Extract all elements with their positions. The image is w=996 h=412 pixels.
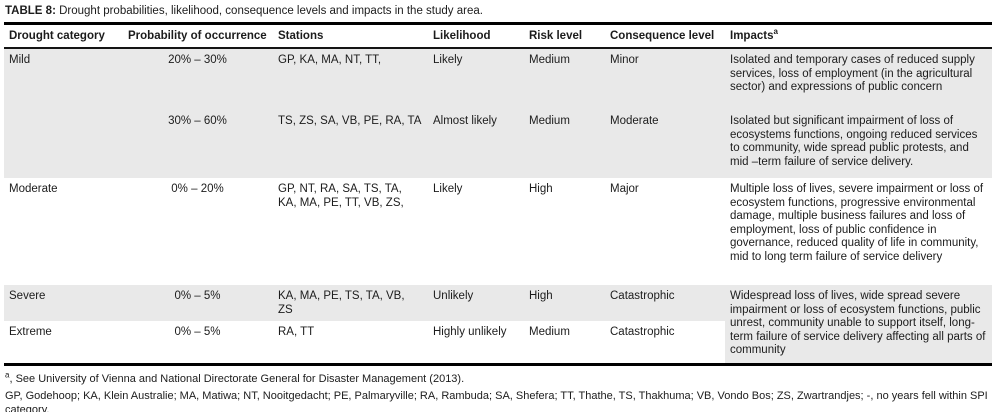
header-impacts-label: Impacts bbox=[730, 30, 774, 42]
cell-stations: TS, ZS, SA, VB, PE, RA, TA bbox=[273, 110, 428, 178]
table-title: TABLE 8: Drought probabilities, likeliho… bbox=[4, 0, 992, 22]
cell-risk: Medium bbox=[524, 110, 605, 178]
cell-stations: GP, KA, MA, NT, TT, bbox=[273, 48, 428, 110]
cell-category bbox=[4, 110, 123, 178]
table-title-label: TABLE 8: bbox=[5, 5, 56, 17]
cell-stations: GP, NT, RA, SA, TS, TA, KA, MA, PE, TT, … bbox=[278, 183, 404, 209]
table-row-severe: Severe 0% – 5% KA, MA, PE, TS, TA, VB, Z… bbox=[4, 285, 992, 364]
cell-impacts-merged: Widespread loss of lives, wide spread se… bbox=[725, 285, 992, 364]
header-probability: Probability of occurrence bbox=[123, 23, 273, 49]
cell-probability: 0% – 5% bbox=[174, 326, 221, 338]
cell-risk: High bbox=[529, 183, 553, 195]
drought-table: Drought category Probability of occurren… bbox=[4, 22, 992, 366]
cell-category: Moderate bbox=[9, 183, 58, 195]
cell-probability: 30% – 60% bbox=[123, 110, 273, 178]
cell-category: Mild bbox=[4, 48, 123, 110]
header-drought-category: Drought category bbox=[4, 23, 123, 49]
cell-stations: KA, MA, PE, TS, TA, VB, ZS bbox=[273, 285, 428, 321]
header-impacts-superscript: a bbox=[773, 27, 778, 37]
cell-impacts: Isolated and temporary cases of reduced … bbox=[725, 48, 992, 110]
cell-probability: 20% – 30% bbox=[123, 48, 273, 110]
footnote-a-marker: a bbox=[5, 369, 10, 379]
table-row-moderate: Moderate 0% – 20% GP, NT, RA, SA, TS, TA… bbox=[4, 178, 992, 285]
cell-consequence: Moderate bbox=[605, 110, 725, 178]
header-likelihood: Likelihood bbox=[428, 23, 524, 49]
header-risk-level: Risk level bbox=[524, 23, 605, 49]
header-stations: Stations bbox=[273, 23, 428, 49]
table-header: Drought category Probability of occurren… bbox=[4, 23, 992, 49]
cell-consequence: Major bbox=[610, 183, 639, 195]
cell-likelihood: Likely bbox=[428, 48, 524, 110]
header-impacts: Impactsa bbox=[725, 23, 992, 49]
cell-impacts: Isolated but significant impairment of l… bbox=[725, 110, 992, 178]
cell-stations: RA, TT bbox=[278, 326, 315, 338]
cell-consequence: Minor bbox=[605, 48, 725, 110]
cell-risk: High bbox=[524, 285, 605, 321]
cell-category: Extreme bbox=[9, 326, 52, 338]
table-row-mild-2: 30% – 60% TS, ZS, SA, VB, PE, RA, TA Alm… bbox=[4, 110, 992, 178]
table-row-extreme: Extreme 0% – 5% RA, TT Highly unlikely M… bbox=[4, 321, 992, 364]
cell-impacts: Multiple loss of lives, severe impairmen… bbox=[730, 183, 984, 263]
header-row: Drought category Probability of occurren… bbox=[4, 23, 992, 49]
table-title-text: Drought probabilities, likelihood, conse… bbox=[55, 5, 483, 17]
cell-likelihood: Unlikely bbox=[428, 285, 524, 321]
cell-consequence: Catastrophic bbox=[605, 285, 725, 321]
footnote-a-text: , See University of Vienna and National … bbox=[9, 372, 465, 385]
cell-probability: 0% – 5% bbox=[123, 285, 273, 321]
cell-likelihood: Almost likely bbox=[428, 110, 524, 178]
cell-likelihood: Highly unlikely bbox=[433, 326, 507, 338]
cell-probability: 0% – 20% bbox=[171, 183, 224, 195]
header-consequence-level: Consequence level bbox=[605, 23, 725, 49]
cell-category: Severe bbox=[4, 285, 123, 321]
table-footnotes: a, See University of Vienna and National… bbox=[4, 366, 992, 412]
footnote-a: a, See University of Vienna and National… bbox=[4, 369, 992, 388]
cell-risk: Medium bbox=[524, 48, 605, 110]
footnote-stations: GP, Godehoop; KA, Klein Australie; MA, M… bbox=[5, 389, 988, 412]
cell-risk: Medium bbox=[529, 326, 570, 338]
cell-consequence: Catastrophic bbox=[610, 326, 675, 338]
cell-likelihood: Likely bbox=[433, 183, 463, 195]
table-row-mild-1: Mild 20% – 30% GP, KA, MA, NT, TT, Likel… bbox=[4, 48, 992, 110]
